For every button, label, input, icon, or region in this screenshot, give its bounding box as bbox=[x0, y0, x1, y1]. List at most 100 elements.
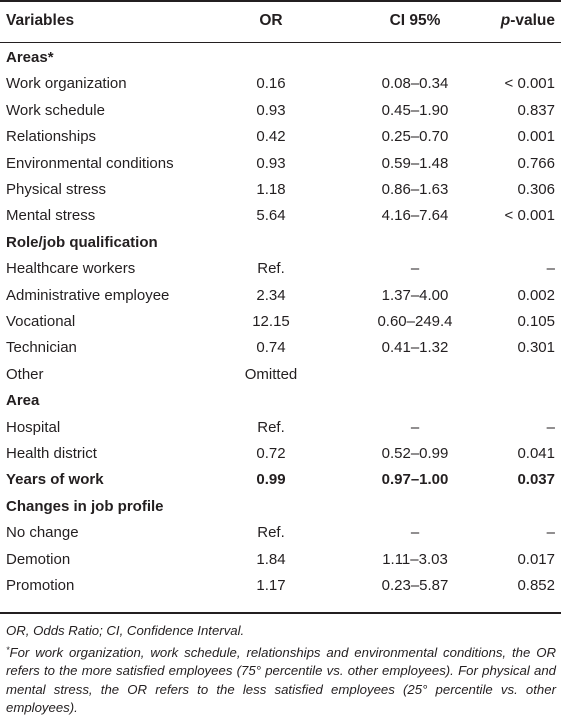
row-ci: 0.59–1.48 bbox=[381, 154, 449, 172]
table-row: Work schedule 0.93 0.45–1.90 0.837 bbox=[0, 98, 561, 124]
row-variable: Other bbox=[6, 365, 44, 383]
row-ci: 0.23–5.87 bbox=[381, 577, 449, 594]
row-or: 12.15 bbox=[252, 313, 290, 330]
row-ci: 0.60–249.4 bbox=[377, 313, 453, 330]
row-ci: 0.41–1.32 bbox=[381, 339, 449, 357]
row-or: 0.93 bbox=[256, 101, 286, 119]
row-or: 0.99 bbox=[256, 471, 286, 489]
row-variable: Hospital bbox=[6, 418, 61, 436]
row-p-value: – bbox=[546, 260, 555, 278]
row-p-value: 0.766 bbox=[517, 154, 555, 172]
row-variable: Administrative employee bbox=[6, 286, 170, 304]
row-variable: Environmental conditions bbox=[6, 154, 174, 172]
row-p-value: 0.852 bbox=[517, 577, 555, 594]
table-row: Health district 0.72 0.52–0.99 0.041 bbox=[0, 441, 561, 467]
header-p-italic: p bbox=[500, 12, 511, 29]
row-variable: Areas* bbox=[6, 49, 54, 66]
row-ci: 0.08–0.34 bbox=[381, 75, 449, 93]
row-or: 0.16 bbox=[256, 75, 286, 93]
row-or: 0.42 bbox=[256, 128, 286, 146]
row-p-value: < 0.001 bbox=[504, 75, 555, 93]
row-or: 1.18 bbox=[256, 181, 286, 198]
table-row: Technician 0.74 0.41–1.32 0.301 bbox=[0, 335, 561, 361]
table-row: Vocational 12.15 0.60–249.4 0.105 bbox=[0, 309, 561, 335]
table-section-row: Area bbox=[0, 388, 561, 414]
table-row: Physical stress 1.18 0.86–1.63 0.306 bbox=[0, 177, 561, 203]
row-ci: – bbox=[410, 418, 420, 436]
row-variable: Demotion bbox=[6, 550, 71, 568]
row-ci: 0.86–1.63 bbox=[381, 181, 449, 198]
table-section-row: Years of work 0.99 0.97–1.00 0.037 bbox=[0, 467, 561, 493]
table-header-row: Variables OR CI 95% p-value bbox=[0, 0, 561, 42]
header-p-suffix: -value bbox=[510, 12, 555, 29]
row-ci: 1.37–4.00 bbox=[381, 286, 449, 304]
row-or: Ref. bbox=[257, 524, 285, 542]
row-ci: 4.16–7.64 bbox=[381, 207, 449, 225]
row-or: 1.84 bbox=[256, 550, 286, 568]
row-or: 2.34 bbox=[256, 286, 286, 304]
row-or: 0.74 bbox=[256, 339, 286, 357]
row-ci: – bbox=[410, 260, 420, 278]
row-ci: 0.25–0.70 bbox=[381, 128, 449, 146]
header-p-value: p-value bbox=[455, 8, 555, 34]
footnote-star-mark: * bbox=[6, 644, 10, 655]
row-p-value: 0.002 bbox=[517, 286, 555, 304]
row-p-value: < 0.001 bbox=[504, 207, 555, 225]
row-p-value: 0.017 bbox=[517, 550, 555, 568]
row-variable: Healthcare workers bbox=[6, 260, 136, 278]
table-bottom-rule bbox=[0, 612, 561, 614]
row-p-value: 0.041 bbox=[517, 445, 555, 462]
table-top-rule bbox=[0, 0, 561, 2]
row-variable: Health district bbox=[6, 445, 97, 462]
row-variable: Work schedule bbox=[6, 101, 105, 119]
table-header-rule bbox=[0, 42, 561, 43]
row-variable: Area bbox=[6, 392, 40, 410]
table-row: Demotion 1.84 1.11–3.03 0.017 bbox=[0, 547, 561, 573]
table-row: Work organization 0.16 0.08–0.34 < 0.001 bbox=[0, 71, 561, 97]
table-row: Relationships 0.42 0.25–0.70 0.001 bbox=[0, 124, 561, 150]
table-footnotes: OR, Odds Ratio; CI, Confidence Interval.… bbox=[6, 622, 556, 721]
row-or: 1.17 bbox=[256, 577, 286, 594]
row-ci: 0.52–0.99 bbox=[381, 445, 449, 462]
row-or: 0.93 bbox=[256, 154, 286, 172]
row-variable: Promotion bbox=[6, 577, 75, 594]
row-or: Omitted bbox=[244, 365, 298, 383]
row-or: Ref. bbox=[257, 260, 285, 278]
row-ci: 0.45–1.90 bbox=[381, 101, 449, 119]
row-variable: Vocational bbox=[6, 313, 76, 330]
footnote-abbreviations: OR, Odds Ratio; CI, Confidence Interval. bbox=[6, 623, 245, 638]
row-p-value: 0.037 bbox=[517, 471, 555, 489]
table-section-row: Role/job qualification bbox=[0, 230, 561, 256]
row-variable: No change bbox=[6, 524, 79, 542]
row-variable: Technician bbox=[6, 339, 77, 357]
row-ci: 1.11–3.03 bbox=[382, 550, 448, 568]
table-row: Promotion 1.17 0.23–5.87 0.852 bbox=[0, 573, 561, 599]
table-row: Environmental conditions 0.93 0.59–1.48 0.7… bbox=[0, 151, 561, 177]
row-ci: 0.97–1.00 bbox=[381, 471, 449, 489]
row-variable: Physical stress bbox=[6, 181, 107, 198]
row-variable: Work organization bbox=[6, 75, 127, 93]
row-variable: Years of work bbox=[6, 471, 104, 489]
row-p-value: 0.306 bbox=[517, 181, 555, 198]
row-variable: Mental stress bbox=[6, 207, 96, 225]
table-row: Administrative employee 2.34 1.37–4.00 0.00… bbox=[0, 283, 561, 309]
header-variables: Variables bbox=[6, 12, 75, 29]
row-p-value: 0.301 bbox=[517, 339, 555, 357]
row-p-value: 0.001 bbox=[517, 128, 555, 146]
row-variable: Role/job qualification bbox=[6, 233, 158, 251]
row-p-value: – bbox=[546, 524, 555, 542]
row-p-value: 0.105 bbox=[517, 313, 555, 330]
table-row: Hospital Ref. – – bbox=[0, 415, 561, 441]
row-or: Ref. bbox=[257, 418, 285, 436]
footnote-areas-text: For work organization, work schedule, re… bbox=[6, 644, 556, 716]
row-variable: Changes in job profile bbox=[6, 497, 164, 515]
row-or: 0.72 bbox=[256, 445, 286, 462]
row-or: 5.64 bbox=[256, 207, 286, 225]
table-section-row: Areas* bbox=[0, 45, 561, 71]
row-ci: – bbox=[410, 524, 420, 542]
table-row: Healthcare workers Ref. – – bbox=[0, 256, 561, 282]
table-row: No change Ref. – – bbox=[0, 520, 561, 546]
row-p-value: – bbox=[546, 418, 555, 436]
table-row: Other Omitted bbox=[0, 362, 561, 388]
header-or: OR bbox=[259, 12, 283, 29]
